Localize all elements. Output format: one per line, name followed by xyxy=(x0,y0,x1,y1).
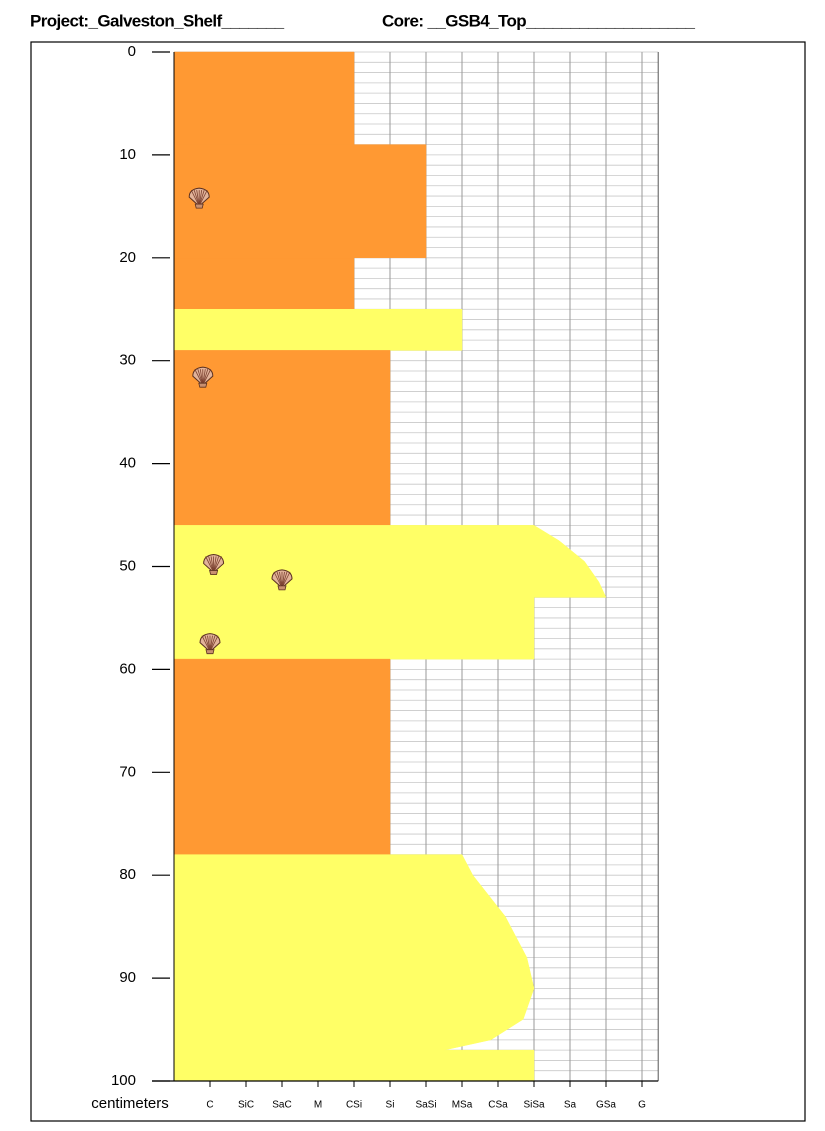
y-tick-label: 90 xyxy=(119,969,136,986)
y-tick-label: 100 xyxy=(111,1072,136,1089)
y-tick-label: 70 xyxy=(119,763,136,780)
y-tick-label: 40 xyxy=(119,455,136,472)
shell-rib xyxy=(194,368,204,386)
shell-rib xyxy=(210,556,214,573)
y-tick-label: 80 xyxy=(119,866,136,883)
x-tick-label: C xyxy=(206,1100,213,1111)
x-tick-label: SiSa xyxy=(523,1100,545,1111)
shell-hinge xyxy=(205,649,215,655)
shell-hinge xyxy=(209,570,219,575)
x-tick-label: CSa xyxy=(488,1100,508,1111)
shell-rib xyxy=(209,635,219,652)
shell-rib xyxy=(202,369,209,386)
x-tick-label: GSa xyxy=(596,1100,616,1111)
x-tick-label: SaC xyxy=(272,1100,291,1111)
shell-hinge xyxy=(277,585,287,591)
frame xyxy=(30,41,806,1122)
y-tick-label: 50 xyxy=(119,557,136,574)
layer xyxy=(173,309,463,351)
fossil-shell xyxy=(203,553,225,575)
shell-rib xyxy=(190,189,200,207)
x-tick-label: Si xyxy=(386,1100,395,1111)
shell-rib xyxy=(204,635,211,652)
layer xyxy=(173,51,355,145)
shell-rib xyxy=(196,190,200,207)
shell-rib xyxy=(198,189,208,207)
shell-hinge xyxy=(198,382,208,388)
fossil-shell xyxy=(188,187,210,209)
layer xyxy=(173,144,427,259)
fossil-shell xyxy=(192,366,214,388)
x-tick-label: CSi xyxy=(346,1100,362,1111)
y-tick-label: 20 xyxy=(119,249,136,266)
shell-rib xyxy=(209,635,216,652)
shell-rib xyxy=(199,369,204,386)
shell-rib xyxy=(281,571,291,589)
shell-rib xyxy=(197,369,204,386)
fossil-shell xyxy=(199,633,221,655)
shell-rib xyxy=(279,571,283,588)
shell-rib xyxy=(193,189,200,207)
y-tick-label: 30 xyxy=(119,352,136,369)
x-tick-label: M xyxy=(314,1100,322,1111)
layer xyxy=(173,257,355,310)
shell-rib xyxy=(207,635,211,652)
x-tick-label: SaSi xyxy=(415,1100,436,1111)
shell-rib xyxy=(213,556,219,573)
shell-rib xyxy=(213,556,222,573)
shell-rib xyxy=(273,571,283,589)
shell-rib xyxy=(276,571,283,588)
shell-rib xyxy=(202,368,212,386)
shell-rib xyxy=(198,189,205,207)
shell-rib xyxy=(281,571,288,588)
y-tick-label: 0 xyxy=(128,43,136,60)
x-tick-label: Sa xyxy=(564,1100,577,1111)
layer xyxy=(173,525,607,598)
y-tick-label: 60 xyxy=(119,660,136,677)
fossil-shell xyxy=(271,569,293,591)
project-label: Project:_Galveston_Shelf_______ xyxy=(30,11,285,30)
x-tick-label: G xyxy=(638,1100,646,1111)
x-tick-label: MSa xyxy=(452,1100,473,1111)
layer xyxy=(173,1049,535,1082)
layer xyxy=(173,854,535,1051)
shell-hinge xyxy=(194,203,204,209)
shell-rib xyxy=(205,556,214,573)
shell-rib xyxy=(201,635,211,652)
shell-rib xyxy=(208,556,214,573)
layer xyxy=(173,597,535,660)
layer xyxy=(173,658,391,855)
core-label: Core: __GSB4_Top___________________ xyxy=(382,11,695,30)
y-tick-label: 10 xyxy=(119,146,136,163)
y-axis-label: centimeters xyxy=(91,1095,169,1112)
x-tick-label: SiC xyxy=(238,1100,254,1111)
